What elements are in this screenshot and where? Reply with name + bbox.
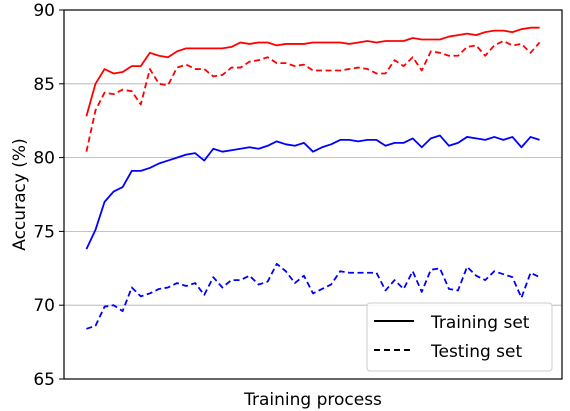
red-solid-series-line <box>85 26 540 117</box>
red-dashed-series-line <box>85 40 541 152</box>
y-tick-label: 80 <box>33 149 55 169</box>
y-axis-label: Accuracy (%) <box>10 138 30 250</box>
y-tick-label: 90 <box>33 1 55 21</box>
blue-dashed-series-line <box>86 262 540 330</box>
y-tick-label: 85 <box>33 75 55 95</box>
blue-solid-series-line <box>85 134 540 250</box>
legend: Training set Testing set <box>366 302 553 372</box>
y-tick-label: 65 <box>33 370 55 390</box>
legend-label-training-set: Training set <box>430 313 530 333</box>
y-axis-ticks: 65 70 75 80 85 90 <box>33 1 64 390</box>
y-tick-label: 70 <box>33 296 55 316</box>
grid-lines <box>64 83 562 306</box>
plot-frame <box>63 9 563 380</box>
series-lines <box>85 26 541 330</box>
y-tick-label: 75 <box>33 222 55 242</box>
legend-label-testing-set: Testing set <box>430 342 522 362</box>
x-axis-label: Training process <box>243 390 382 410</box>
